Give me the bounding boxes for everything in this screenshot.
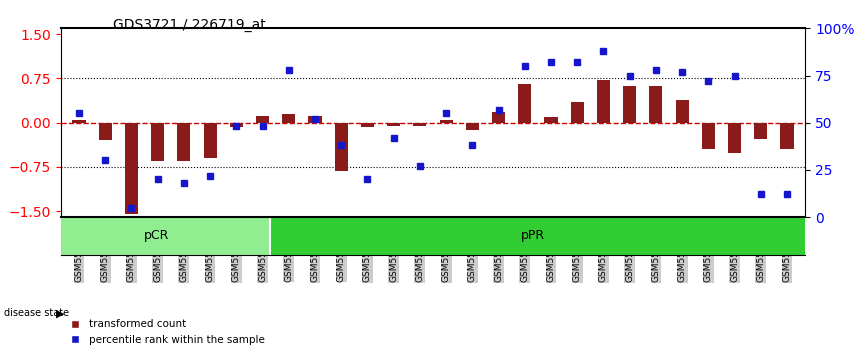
- Legend: transformed count, percentile rank within the sample: transformed count, percentile rank withi…: [66, 315, 268, 349]
- Bar: [256, 116, 269, 123]
- Bar: [125, 123, 138, 214]
- Bar: [624, 86, 637, 123]
- Bar: [73, 120, 86, 123]
- Bar: [334, 123, 348, 171]
- Bar: [151, 123, 165, 161]
- Bar: [99, 123, 112, 141]
- Text: GDS3721 / 226719_at: GDS3721 / 226719_at: [113, 18, 265, 32]
- Bar: [518, 84, 532, 123]
- Text: disease state: disease state: [4, 308, 69, 318]
- Bar: [675, 100, 688, 123]
- Bar: [597, 80, 610, 123]
- Bar: [466, 123, 479, 130]
- Bar: [204, 123, 216, 158]
- Bar: [571, 102, 584, 123]
- Text: pCR: pCR: [144, 229, 169, 242]
- Bar: [492, 112, 505, 123]
- Text: pPR: pPR: [520, 229, 545, 242]
- Bar: [387, 123, 400, 126]
- Bar: [780, 123, 793, 149]
- Text: ▶: ▶: [56, 308, 65, 318]
- Bar: [440, 120, 453, 123]
- Bar: [545, 117, 558, 123]
- Bar: [229, 123, 242, 127]
- Bar: [270, 217, 805, 255]
- Bar: [282, 114, 295, 123]
- Bar: [728, 123, 741, 153]
- Bar: [361, 123, 374, 127]
- Bar: [413, 123, 426, 126]
- Bar: [308, 116, 321, 123]
- Bar: [754, 123, 767, 139]
- Bar: [701, 123, 715, 149]
- Bar: [650, 86, 662, 123]
- Bar: [61, 217, 270, 255]
- Bar: [178, 123, 191, 161]
